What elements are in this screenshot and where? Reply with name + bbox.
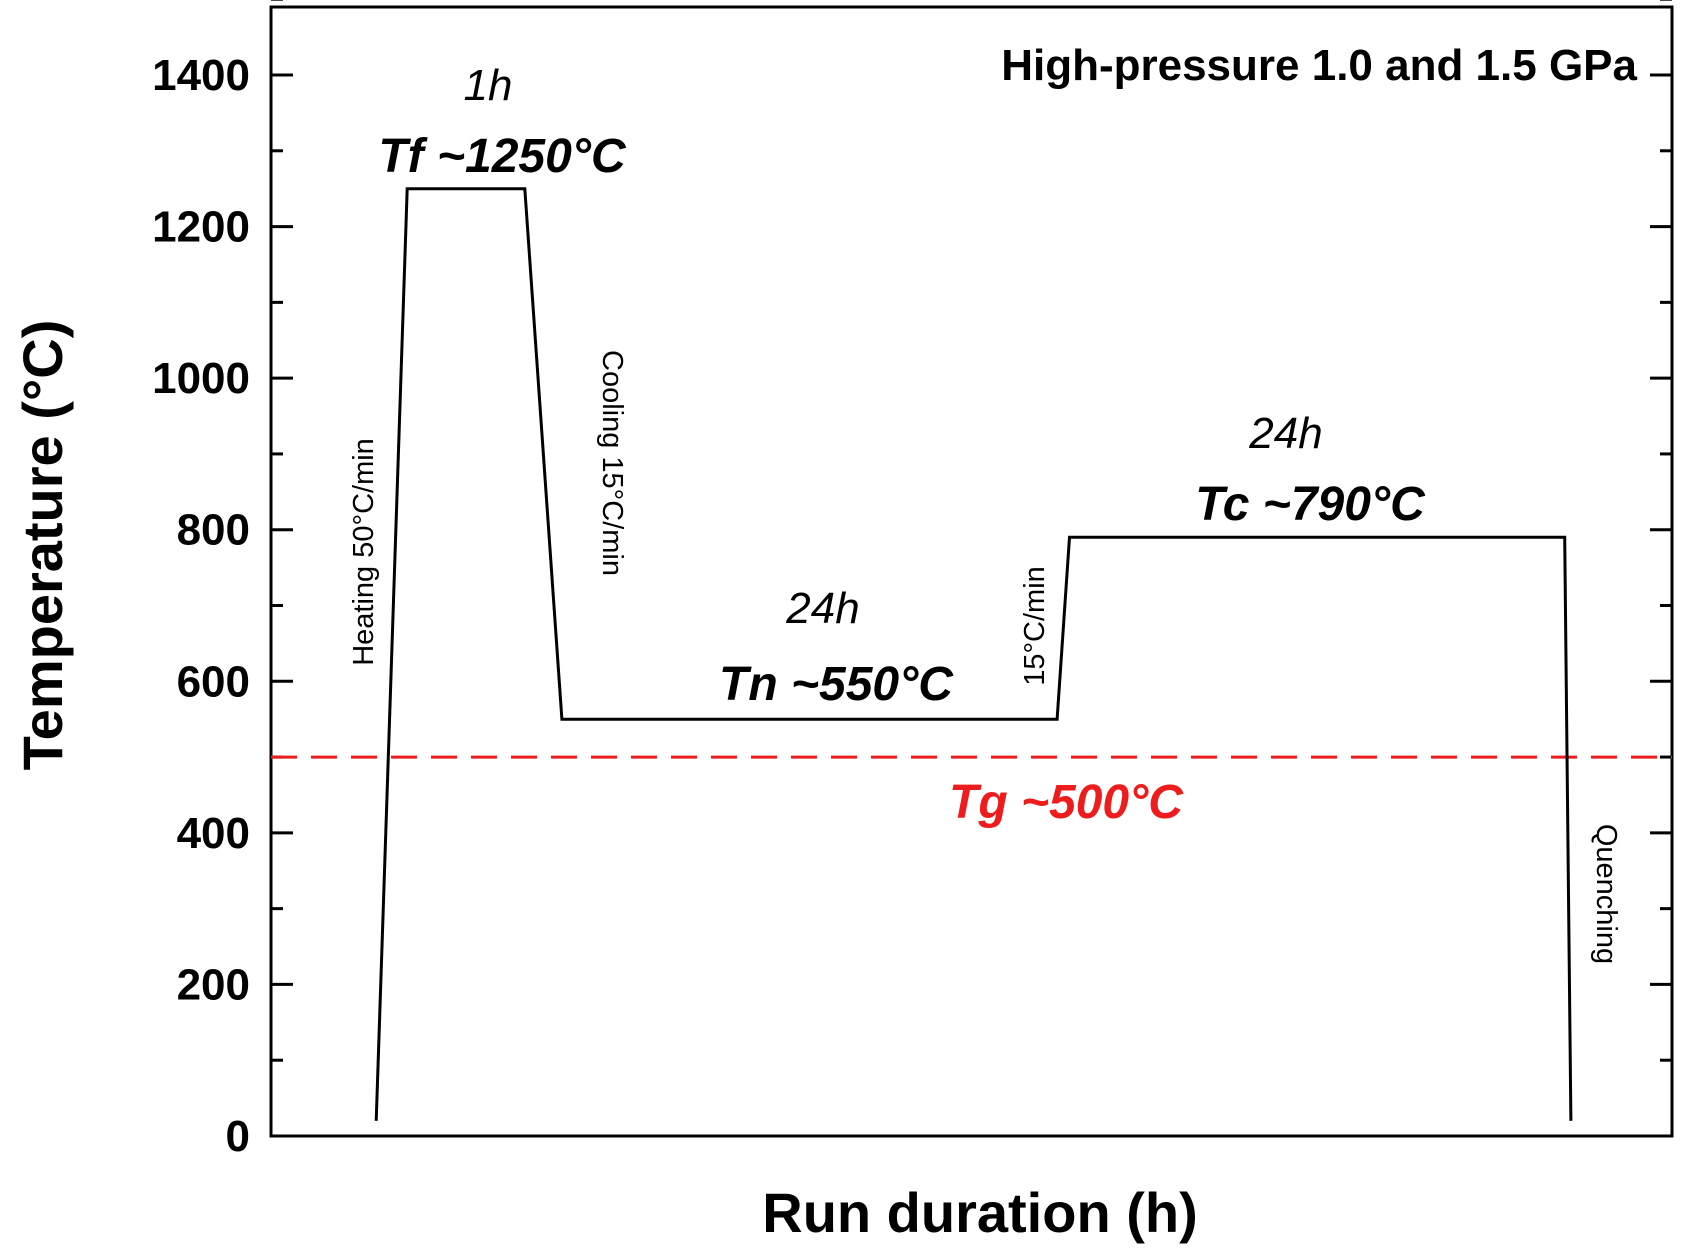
temperature-profile-line [374,187,1573,1121]
y-axis-ticks [271,0,1672,1138]
chart-title: High-pressure 1.0 and 1.5 GPa [1001,41,1637,90]
y-axis-title: Temperature (°C) [11,320,74,771]
y-tick-label: 400 [177,809,250,858]
stage1-temp-label: Tf ~1250°C [378,130,627,183]
y-tick-label: 1200 [152,203,250,252]
y-tick-label: 1400 [152,51,250,100]
heating-rate-label: Heating 50°C/min [348,438,380,666]
stage2-temp-label: Tn ~550°C [719,658,954,711]
quenching-label: Quenching [1590,824,1622,964]
stage1-duration-label: 1h [464,61,513,110]
y-tick-label: 800 [177,506,250,555]
y-tick-label: 600 [177,657,250,706]
cooling-rate-label: Cooling 15°C/min [596,350,628,576]
y-axis-tick-labels: 0 200 400 600 800 1000 1200 1400 [152,51,250,1161]
y-tick-label: 0 [226,1112,250,1161]
y-tick-label: 200 [177,960,250,1009]
x-axis-title: Run duration (h) [762,1181,1197,1244]
y-tick-label: 1000 [152,354,250,403]
stage2-duration-label: 24h [785,584,859,633]
tg-label: Tg ~500°C [949,776,1184,829]
stage3-duration-label: 24h [1248,409,1322,458]
stage3-temp-label: Tc ~790°C [1195,478,1426,531]
plot-frame [269,5,1674,1138]
ramp-rate-label: 15°C/min [1019,566,1051,686]
